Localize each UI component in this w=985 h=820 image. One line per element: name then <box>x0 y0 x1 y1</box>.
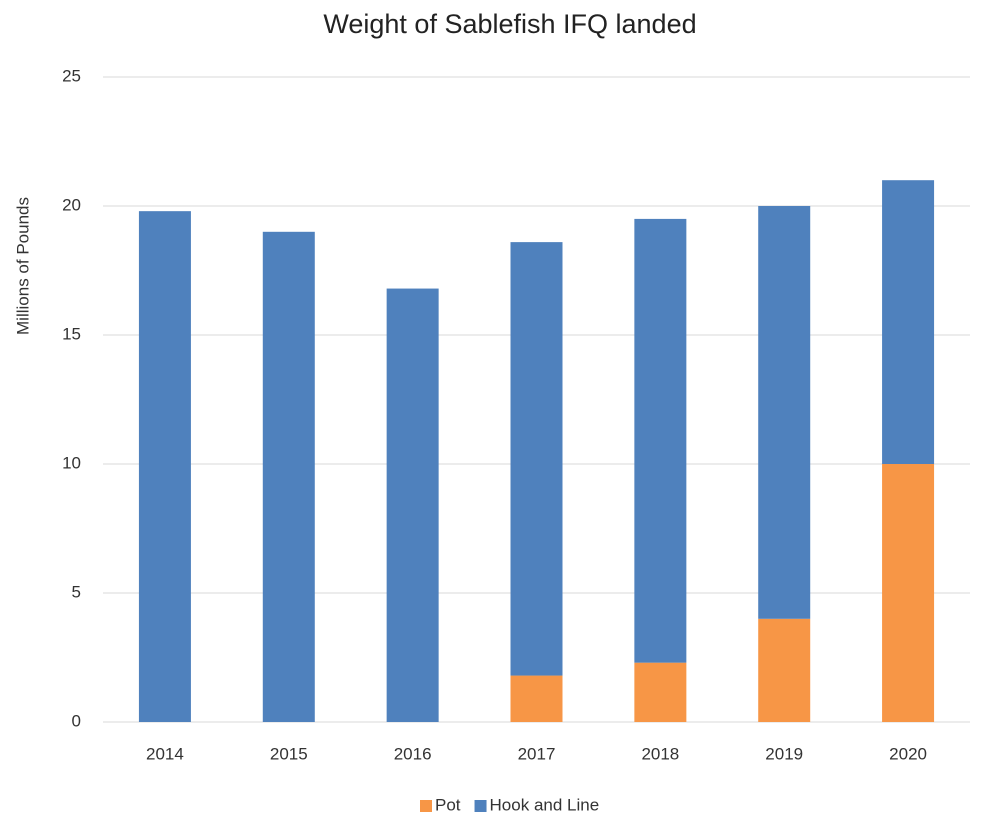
x-tick-label: 2018 <box>641 744 679 763</box>
bar-segment <box>634 219 686 663</box>
bar-segment <box>882 464 934 722</box>
chart-title: Weight of Sablefish IFQ landed <box>323 9 696 39</box>
bar-segment <box>758 206 810 619</box>
legend-label: Pot <box>435 795 461 814</box>
y-tick-label: 15 <box>62 324 81 343</box>
chart: Weight of Sablefish IFQ landed Millions … <box>0 0 985 820</box>
legend-swatch <box>420 800 432 812</box>
bar-segment <box>511 676 563 722</box>
x-tick-label: 2017 <box>518 744 556 763</box>
y-tick-label: 20 <box>62 195 81 214</box>
bar-segment <box>387 289 439 722</box>
bar-segment <box>634 663 686 722</box>
bar-segment <box>511 242 563 675</box>
bar-segment <box>758 619 810 722</box>
y-tick-label: 5 <box>72 582 81 601</box>
legend-swatch <box>475 800 487 812</box>
x-tick-label: 2015 <box>270 744 308 763</box>
y-tick-label: 0 <box>72 711 81 730</box>
bar-segment <box>139 211 191 722</box>
y-axis-label: Millions of Pounds <box>13 197 32 335</box>
y-tick-label: 25 <box>62 66 81 85</box>
legend-label: Hook and Line <box>490 795 600 814</box>
bar-segment <box>882 180 934 464</box>
x-tick-label: 2019 <box>765 744 803 763</box>
x-tick-label: 2014 <box>146 744 184 763</box>
y-tick-label: 10 <box>62 453 81 472</box>
bar-segment <box>263 232 315 722</box>
x-tick-label: 2016 <box>394 744 432 763</box>
x-tick-label: 2020 <box>889 744 927 763</box>
